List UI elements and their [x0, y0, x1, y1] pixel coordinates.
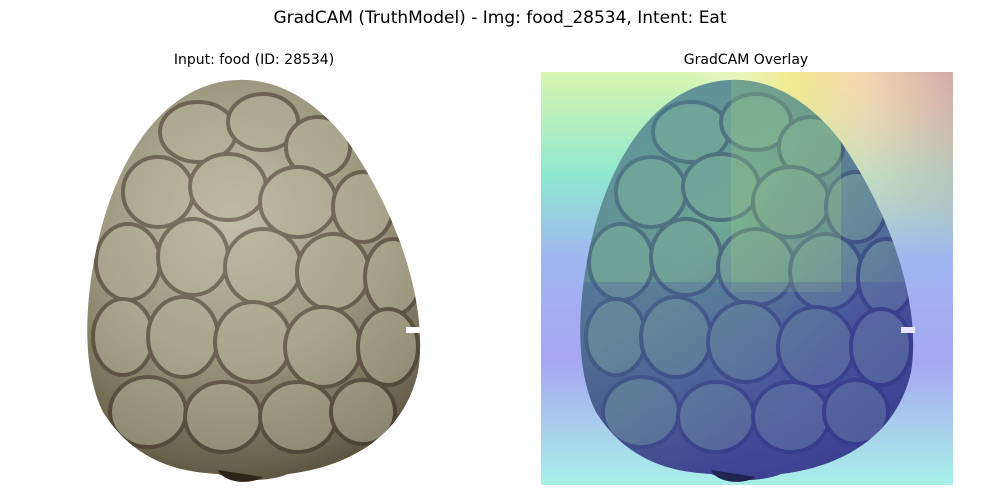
figure-title: GradCAM (TruthModel) - Img: food_28534, …	[273, 8, 727, 28]
gradcam-overlay-image	[541, 72, 953, 485]
overlay-egg-body	[580, 79, 914, 480]
gradcam-overlay-panel	[541, 72, 953, 485]
overlay-egg-stem	[711, 470, 756, 482]
input-food-image	[48, 72, 460, 485]
overlay-panel-title: GradCAM Overlay	[683, 52, 809, 68]
egg-stem	[218, 470, 263, 482]
image-notch	[406, 327, 420, 333]
input-panel-title: Input: food (ID: 28534)	[173, 52, 335, 68]
overlay-image-notch	[901, 327, 915, 333]
input-image-panel	[48, 72, 460, 485]
